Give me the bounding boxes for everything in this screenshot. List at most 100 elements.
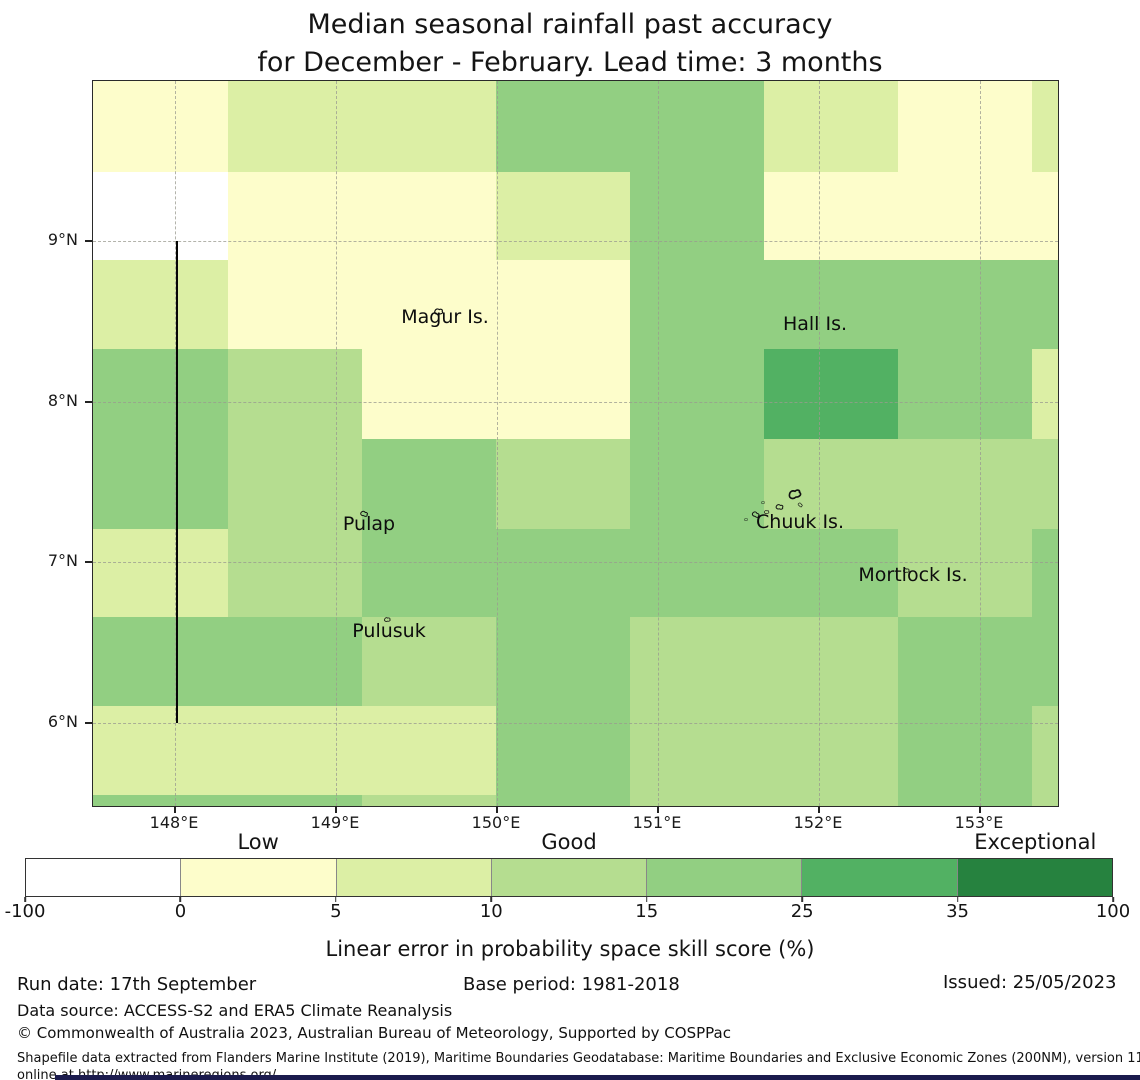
grid-cell bbox=[1032, 81, 1058, 172]
grid-cell bbox=[630, 529, 764, 617]
grid-cell bbox=[764, 617, 898, 706]
grid-cell bbox=[93, 81, 228, 172]
colorbar-segment bbox=[26, 859, 182, 896]
grid-cell bbox=[898, 349, 1032, 439]
island-outline-icon bbox=[744, 506, 748, 525]
grid-cell bbox=[496, 439, 630, 529]
grid-cell bbox=[362, 260, 496, 349]
grid-cell bbox=[1032, 706, 1058, 795]
island-outline-icon bbox=[774, 494, 786, 514]
grid-cell bbox=[764, 795, 898, 806]
place-label: Hall Is. bbox=[782, 313, 848, 335]
grid-cell bbox=[630, 439, 764, 529]
colorbar-tick-label: 100 bbox=[1095, 901, 1131, 922]
grid-cell bbox=[496, 260, 630, 349]
place-label: Pulap bbox=[342, 513, 396, 535]
grid-cell bbox=[362, 706, 496, 795]
colorbar-segment bbox=[802, 859, 958, 896]
longitude-tick-mark bbox=[496, 806, 498, 813]
grid-cell bbox=[1032, 260, 1058, 349]
grid-cell bbox=[1032, 172, 1058, 260]
grid-cell bbox=[764, 706, 898, 795]
longitude-tick-mark bbox=[657, 806, 659, 813]
colorbar-tick-mark bbox=[645, 897, 648, 902]
grid-cell bbox=[764, 172, 898, 260]
colorbar-tick-label: 25 bbox=[790, 901, 814, 922]
grid-cell bbox=[228, 81, 362, 172]
grid-cell bbox=[764, 260, 898, 349]
grid-cell bbox=[898, 706, 1032, 795]
run-date-text: Run date: 17th September bbox=[17, 974, 257, 995]
grid-cell bbox=[496, 81, 630, 172]
colorbar-tick-label: 0 bbox=[174, 901, 187, 922]
data-source-text: Data source: ACCESS-S2 and ERA5 Climate … bbox=[17, 1001, 453, 1020]
longitude-gridline bbox=[497, 81, 498, 806]
longitude-tick-label: 149°E bbox=[310, 813, 360, 832]
longitude-tick-label: 148°E bbox=[149, 813, 199, 832]
longitude-gridline bbox=[175, 81, 176, 806]
latitude-tick-mark bbox=[85, 401, 92, 403]
grid-cell bbox=[496, 706, 630, 795]
latitude-tick-label: 6°N bbox=[47, 712, 78, 731]
latitude-gridline bbox=[93, 723, 1058, 724]
grid-cell bbox=[630, 617, 764, 706]
colorbar-tick-label: 10 bbox=[479, 901, 503, 922]
base-period-text: Base period: 1981-2018 bbox=[463, 974, 680, 995]
grid-cell bbox=[93, 439, 228, 529]
island-outline-icon bbox=[384, 607, 391, 626]
grid-cell bbox=[496, 617, 630, 706]
colorbar-tick-mark bbox=[956, 897, 959, 902]
latitude-tick-label: 7°N bbox=[47, 551, 78, 570]
window-bottom-edge-bar bbox=[55, 1075, 1140, 1080]
island-outline-icon bbox=[764, 499, 770, 518]
grid-cell bbox=[630, 349, 764, 439]
island-outline-icon bbox=[749, 502, 766, 523]
latitude-gridline bbox=[93, 402, 1058, 403]
grid-cell bbox=[228, 172, 362, 260]
latitude-tick-mark bbox=[85, 722, 92, 724]
island-outline-icon bbox=[786, 483, 804, 505]
grid-cell bbox=[1032, 529, 1058, 617]
colorbar-tick-label: -100 bbox=[4, 901, 46, 922]
colorbar-tick-label: 35 bbox=[946, 901, 970, 922]
grid-cell bbox=[93, 172, 228, 260]
grid-cell bbox=[93, 706, 228, 795]
grid-cell bbox=[93, 795, 228, 806]
grid-cell bbox=[362, 795, 496, 806]
grid-cell bbox=[496, 172, 630, 260]
grid-cell bbox=[362, 81, 496, 172]
colorbar-category-label: Good bbox=[541, 830, 597, 854]
island-outline-icon bbox=[761, 489, 765, 508]
colorbar-category-label: Exceptional bbox=[974, 830, 1097, 854]
grid-cell bbox=[228, 795, 362, 806]
longitude-gridline bbox=[336, 81, 337, 806]
latitude-gridline bbox=[93, 562, 1058, 563]
grid-cell bbox=[93, 349, 228, 439]
colorbar-tick-mark bbox=[335, 897, 337, 902]
grid-cell bbox=[228, 706, 362, 795]
latitude-tick-label: 9°N bbox=[47, 230, 78, 249]
place-label: Pulusuk bbox=[352, 620, 426, 642]
colorbar-segment bbox=[491, 859, 648, 896]
grid-cell bbox=[764, 439, 898, 529]
grid-cell bbox=[496, 529, 630, 617]
colorbar-tick-label: 5 bbox=[330, 901, 342, 922]
grid-cell bbox=[496, 349, 630, 439]
place-label: Mortlock Is. bbox=[858, 564, 968, 586]
colorbar-tick-mark bbox=[179, 897, 182, 902]
colorbar-category-label: Low bbox=[237, 830, 279, 854]
colorbar-segment bbox=[336, 859, 492, 896]
map-canvas: Magur Is. Hall Is. Pulap Chuuk Is. Mortlock … bbox=[92, 80, 1059, 807]
grid-cell bbox=[630, 172, 764, 260]
colorbar-tick-mark bbox=[1112, 897, 1114, 902]
colorbar bbox=[25, 858, 1113, 897]
longitude-tick-label: 152°E bbox=[793, 813, 843, 832]
longitude-tick-mark bbox=[979, 806, 981, 813]
island-outline-icon bbox=[794, 494, 811, 511]
grid-cell bbox=[362, 349, 496, 439]
grid-cell bbox=[93, 617, 228, 706]
island-outline-icon bbox=[434, 300, 444, 319]
longitude-tick-label: 153°E bbox=[954, 813, 1004, 832]
chart-title-line2: for December - February. Lead time: 3 mo… bbox=[257, 47, 883, 78]
